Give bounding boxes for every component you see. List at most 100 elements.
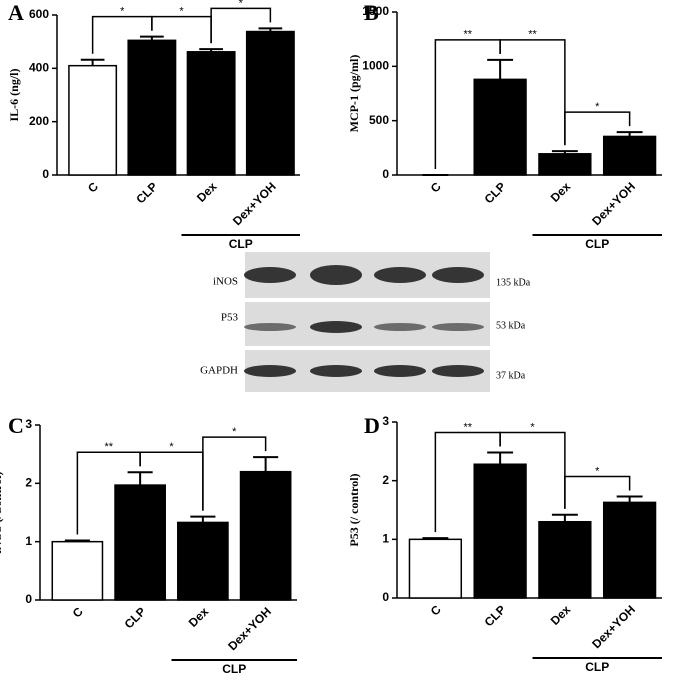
blot-band (432, 267, 484, 283)
error-bar (616, 495, 643, 503)
x-tick-label: Dex+YOH (230, 179, 279, 228)
bar (186, 51, 236, 176)
y-tick-label: 2 (382, 473, 389, 487)
y-tick-label: 1 (382, 532, 389, 546)
significance-bracket (202, 436, 267, 511)
error-bar (199, 48, 223, 52)
x-tick-label: Dex (186, 604, 212, 630)
bar (114, 484, 166, 601)
significance-label: ** (104, 441, 113, 453)
y-tick-label: 1500 (362, 4, 389, 18)
significance-label: * (530, 421, 535, 433)
size-label: 53 kDa (496, 320, 526, 331)
significance-label: ** (463, 29, 472, 41)
protein-label: iNOS (213, 276, 238, 288)
bar (473, 463, 527, 599)
significance-bracket (564, 111, 631, 146)
y-axis-label: IL-6 (ng/l) (7, 68, 21, 121)
error-bar (487, 451, 514, 465)
bar (68, 64, 118, 176)
significance-label: ** (528, 29, 537, 41)
error-bar (551, 150, 578, 154)
y-axis-label: MCP-1 (pg/ml) (347, 55, 361, 133)
bar (538, 153, 592, 176)
error-bar (616, 131, 643, 137)
size-label: 135 kDa (496, 277, 531, 288)
significance-label: * (232, 426, 237, 438)
significance-bracket (499, 431, 566, 509)
error-bar (64, 539, 90, 542)
error-bar (253, 456, 279, 472)
significance-label: * (120, 6, 125, 18)
y-tick-label: 1 (25, 534, 32, 548)
x-tick-label: Dex (548, 179, 574, 205)
bar (51, 540, 104, 601)
error-bar (258, 27, 283, 32)
y-tick-label: 1000 (362, 59, 389, 73)
blot-band (244, 323, 296, 331)
size-label: 37 kDa (496, 370, 526, 381)
blot-band (244, 365, 296, 377)
x-tick-label: Dex+YOH (589, 179, 638, 228)
significance-label: * (239, 0, 244, 9)
protein-label: GAPDH (200, 365, 238, 377)
x-tick-label: C (428, 179, 444, 195)
y-tick-label: 0 (25, 592, 32, 606)
y-axis-label: P53 (/ control) (347, 473, 361, 546)
group-label: CLP (585, 660, 609, 674)
y-tick-label: 0 (382, 167, 389, 181)
significance-bracket (210, 7, 272, 44)
y-tick-label: 3 (25, 417, 32, 431)
protein-label: P53 (221, 312, 239, 324)
significance-label: * (595, 465, 600, 477)
error-bar (80, 58, 105, 66)
x-tick-label: CLP (122, 604, 149, 631)
error-bar (422, 537, 449, 540)
blot-band (374, 323, 426, 331)
blot-band (244, 267, 296, 283)
y-tick-label: 3 (382, 414, 389, 428)
x-tick-label: CLP (482, 179, 509, 206)
blot-band (374, 365, 426, 377)
group-label: CLP (229, 237, 253, 251)
x-tick-label: Dex (548, 602, 574, 628)
x-tick-label: Dex+YOH (589, 602, 638, 651)
x-tick-label: Dex (194, 179, 220, 205)
blot-band (432, 365, 484, 377)
y-tick-label: 2 (25, 476, 32, 490)
significance-label: ** (463, 421, 472, 433)
bar (127, 39, 177, 176)
error-bar (127, 471, 153, 486)
blot-band (374, 267, 426, 283)
significance-bracket (499, 39, 566, 146)
y-tick-label: 0 (382, 590, 389, 604)
blot-band (310, 265, 362, 285)
y-tick-label: 0 (42, 167, 49, 181)
significance-label: * (179, 6, 184, 18)
group-label: CLP (222, 662, 246, 676)
bar (602, 501, 657, 599)
panel-letter: D (364, 413, 380, 438)
error-bar (140, 35, 164, 41)
bar (408, 538, 463, 599)
error-bar (551, 513, 578, 522)
bar (538, 520, 592, 599)
panel-letter: A (8, 0, 24, 25)
bar (239, 470, 292, 601)
significance-label: * (595, 101, 600, 113)
y-tick-label: 500 (369, 113, 389, 127)
x-tick-label: CLP (482, 602, 509, 629)
x-tick-label: C (85, 179, 101, 195)
y-tick-label: 600 (29, 7, 49, 21)
bar (177, 521, 229, 601)
panel-letter: C (8, 413, 24, 438)
x-tick-label: Dex+YOH (225, 604, 274, 653)
panel-letter: B (364, 0, 379, 25)
blot-band (310, 321, 362, 333)
bar (602, 135, 657, 176)
bar (473, 78, 527, 176)
y-tick-label: 400 (29, 61, 49, 75)
significance-bracket (151, 15, 212, 44)
significance-bracket (564, 475, 631, 509)
